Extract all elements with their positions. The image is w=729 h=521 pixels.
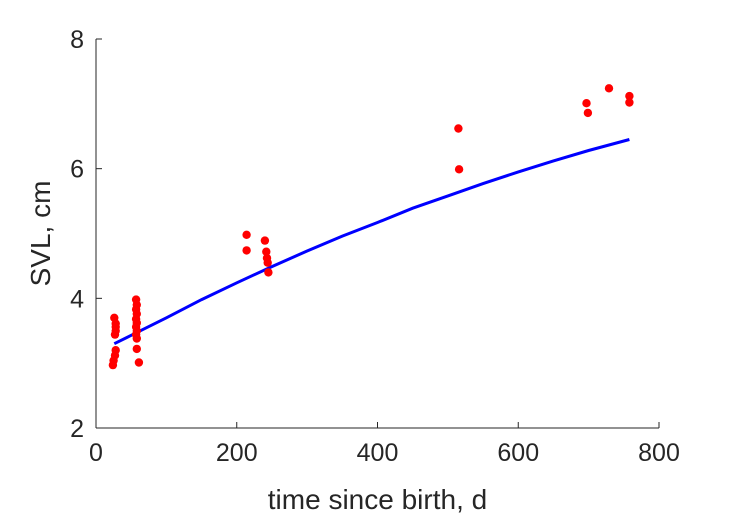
x-tick-label: 600: [497, 439, 539, 467]
data-point: [242, 246, 251, 255]
data-point: [110, 313, 119, 322]
data-point: [134, 358, 144, 367]
data-point: [264, 268, 273, 277]
data-point: [625, 98, 634, 107]
fit-curve: [113, 138, 630, 346]
data-point: [262, 247, 271, 256]
data-point: [132, 334, 141, 343]
x-axis-label: time since birth, d: [268, 484, 487, 515]
x-tick-label: 400: [357, 439, 399, 467]
y-axis-label: SVL, cm: [25, 181, 56, 287]
x-tick-label: 0: [89, 439, 103, 467]
y-tick-label: 4: [70, 285, 84, 313]
data-point: [454, 165, 464, 174]
data-point: [454, 124, 463, 133]
y-tick-label: 2: [70, 415, 84, 443]
data-point: [132, 344, 141, 354]
y-tick-label: 8: [70, 26, 84, 54]
data-point: [583, 108, 593, 118]
x-tick-label: 200: [216, 439, 258, 467]
data-point: [625, 91, 634, 101]
data-point: [582, 99, 591, 108]
data-point: [242, 230, 251, 239]
data-point: [111, 346, 120, 355]
y-axis-ticks: 2 4 6 8: [70, 26, 102, 443]
plot-area: [108, 84, 634, 370]
data-point: [260, 236, 270, 245]
y-tick-label: 6: [70, 156, 84, 184]
x-tick-label: 800: [638, 439, 680, 467]
x-axis-ticks: 0 200 400 600 800: [89, 422, 680, 467]
axes: [95, 39, 659, 429]
data-point: [604, 84, 614, 93]
data-point: [263, 258, 272, 267]
